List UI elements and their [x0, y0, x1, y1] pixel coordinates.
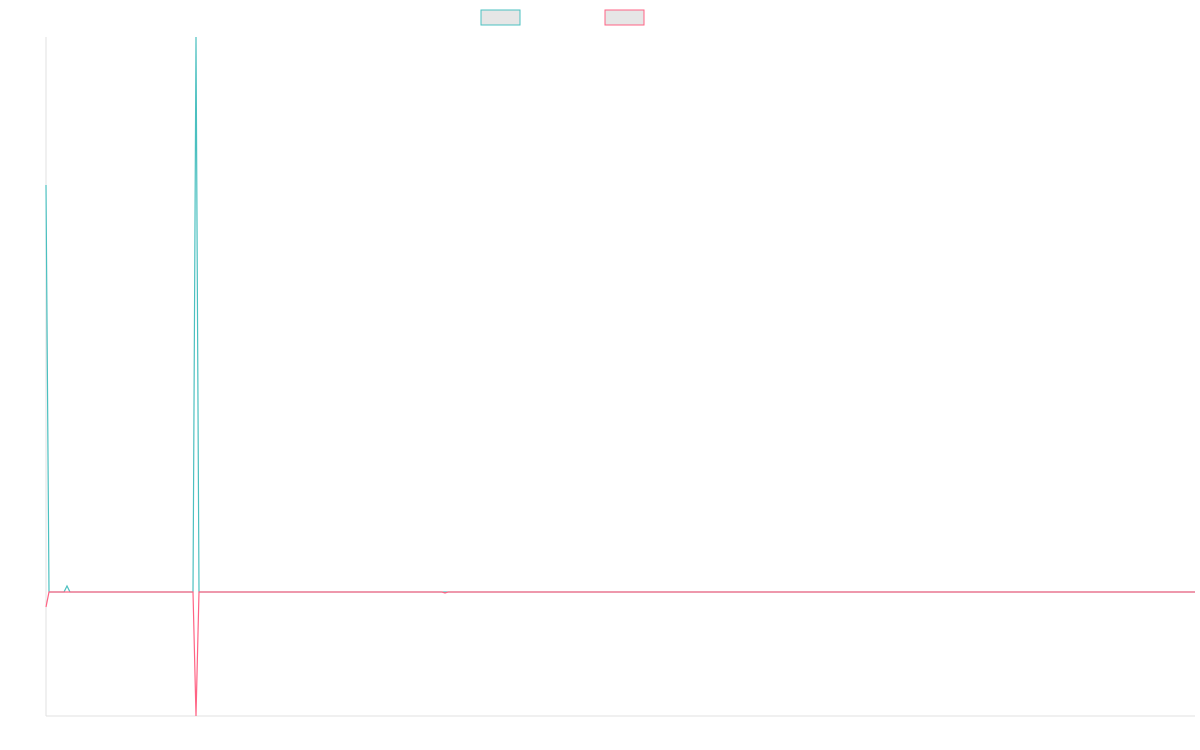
- data-line: [45, 591, 1195, 717]
- legend-swatch[interactable]: [604, 9, 645, 26]
- data-line: [45, 36, 1195, 593]
- legend-swatch[interactable]: [480, 9, 521, 26]
